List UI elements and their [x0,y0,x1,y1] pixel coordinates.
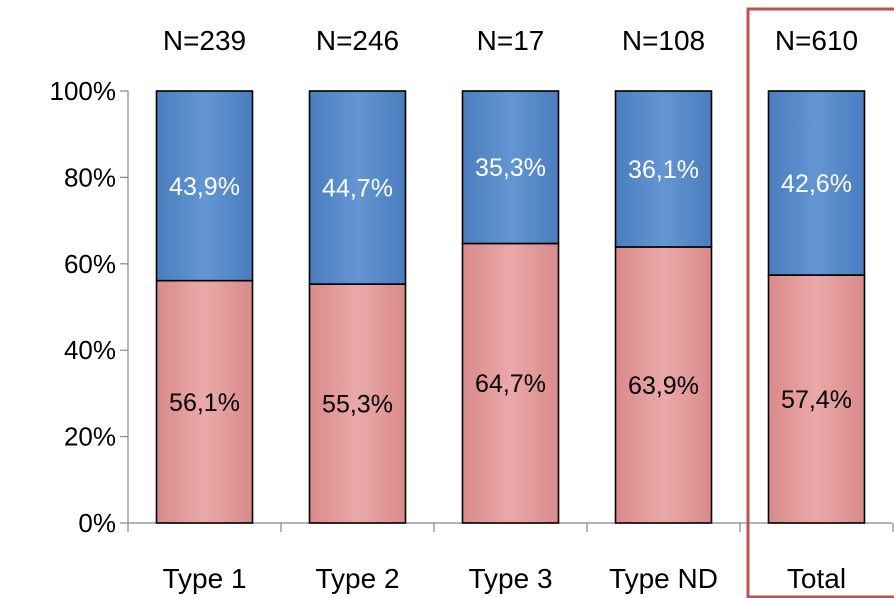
count-label: N=246 [316,25,399,56]
data-label: 36,1% [628,156,699,184]
count-label: N=17 [477,25,545,56]
data-label: 57,4% [781,386,852,414]
bar-segment [461,90,560,245]
y-tick-label: 40% [64,335,116,365]
bar-segment [155,90,254,282]
bars [155,90,866,524]
data-label: 64,7% [475,370,546,398]
labels: 56,1% 43,9% Type 1 N=239 55,3% 44,7% Type 2 N=2… [162,25,858,594]
bar-segment [308,90,407,285]
bar-segment [155,279,254,524]
bar-segment [767,274,866,524]
count-label: N=610 [775,25,858,56]
highlight-box [746,7,894,598]
x-tick-label: Type ND [609,563,718,594]
data-label: 35,3% [475,154,546,182]
data-label: 55,3% [322,391,393,419]
y-tick-label: 0% [78,508,116,538]
count-label: N=239 [163,25,246,56]
y-tick-label: 20% [64,422,116,452]
bar-segment [767,90,866,276]
y-tick-label: 80% [64,162,116,192]
data-label: 63,9% [628,372,699,400]
y-tick-label: 100% [50,76,117,106]
data-label: 44,7% [322,175,393,203]
data-label: 56,1% [169,389,240,417]
bar-segment [308,283,407,524]
data-label: 43,9% [169,173,240,201]
y-tick-label: 60% [64,249,116,279]
bar-segment [614,246,713,524]
x-tick-label: Type 1 [162,563,246,594]
axes: 0% 20% 40% 60% 80% 100% [50,76,894,538]
bar-segment [614,90,713,248]
x-tick-label: Total [787,563,846,594]
x-tick-label: Type 3 [468,563,552,594]
bar-segment [461,242,560,524]
data-label: 42,6% [781,170,852,198]
count-label: N=108 [622,25,705,56]
x-tick-label: Type 2 [315,563,399,594]
highlight [746,7,894,598]
